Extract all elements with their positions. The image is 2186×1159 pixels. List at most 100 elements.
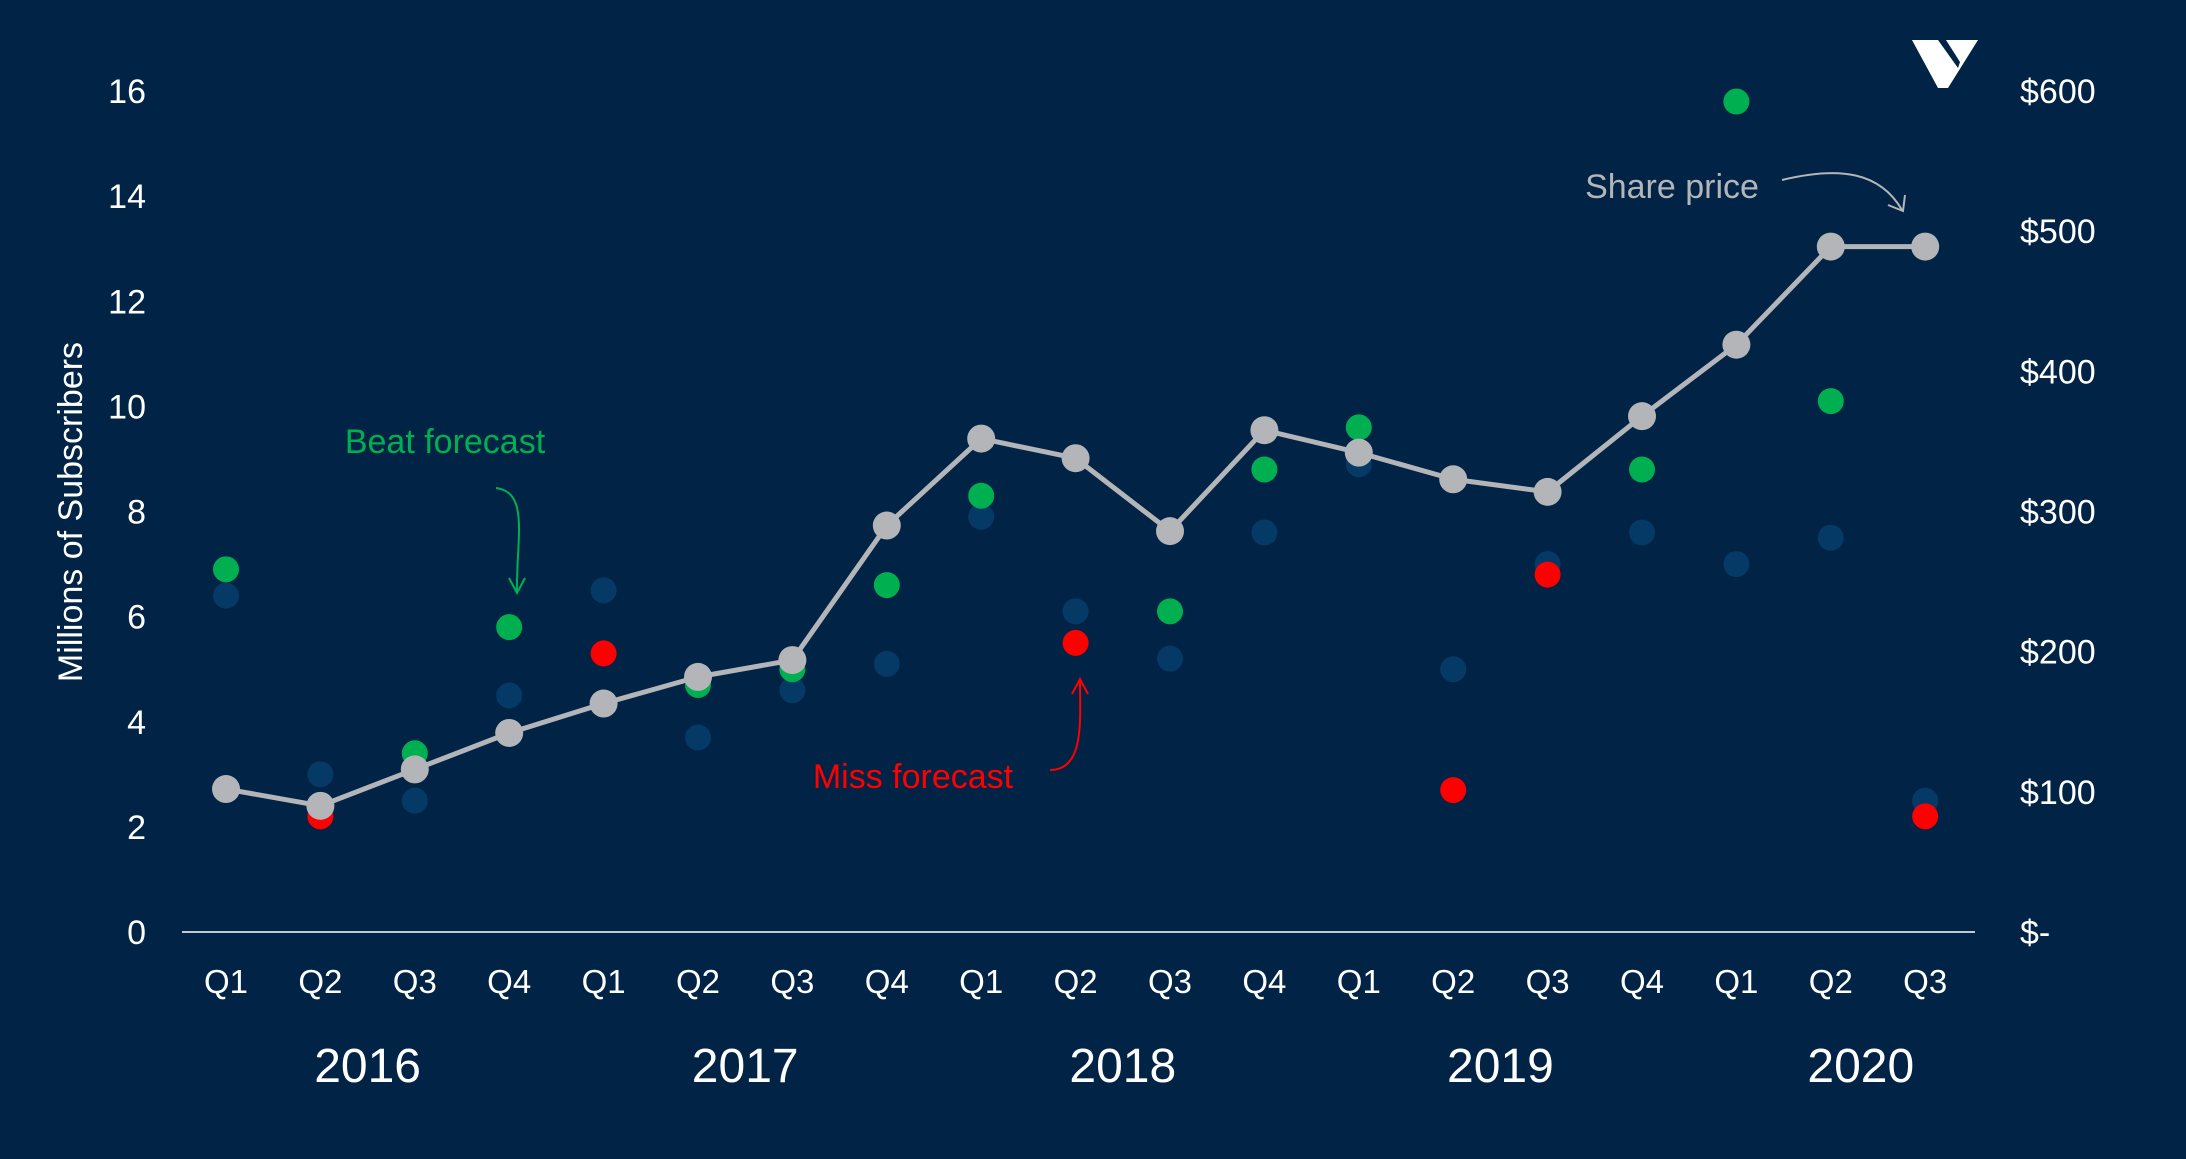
x-tick-label: Q4 [487, 963, 531, 1000]
y-right-tick-label: $500 [2020, 213, 2096, 251]
forecast-point [1723, 551, 1750, 578]
forecast-point [968, 503, 995, 530]
share-price-label: Share price [1585, 168, 1759, 206]
beat-point [213, 556, 239, 583]
share-price-point [1722, 330, 1751, 359]
x-tick-label: Q2 [1431, 963, 1475, 1000]
forecast-point [590, 577, 617, 604]
share-price-point [589, 689, 618, 718]
share-price-point [1344, 438, 1373, 467]
beat-arrow [495, 487, 521, 593]
miss-point [1062, 629, 1089, 656]
year-label: 2019 [1447, 1040, 1554, 1093]
beat-point [1345, 414, 1372, 441]
share-price-line [225, 244, 1926, 809]
y-left-tick-label: 6 [127, 599, 146, 637]
miss-point [1534, 561, 1561, 588]
x-tick-label: Q2 [298, 963, 342, 1000]
y-left-tick-label: 12 [108, 283, 146, 321]
x-tick-label: Q1 [1714, 963, 1758, 1000]
share-price-point [1061, 444, 1090, 473]
share-price-point [1816, 232, 1845, 261]
share-price-point [967, 424, 996, 453]
miss-point [1440, 777, 1467, 804]
forecast-point [307, 761, 334, 788]
share-price-point [212, 775, 240, 804]
y-right-tick-label: $300 [2020, 494, 2096, 532]
beat-point [968, 482, 995, 509]
logo-icon [1912, 40, 1978, 88]
y-left-tick-label: 0 [127, 914, 146, 952]
share-price-point [306, 791, 335, 820]
x-tick-label: Q2 [676, 963, 720, 1000]
y-left-tick-label: 2 [127, 809, 146, 847]
miss-arrow [1049, 679, 1082, 771]
y-right-tick-label: $100 [2020, 774, 2096, 812]
forecast-point [685, 724, 711, 751]
y-right-tick-label: $200 [2020, 634, 2096, 672]
share-price-point [1250, 416, 1279, 445]
x-tick-label: Q1 [959, 963, 1003, 1000]
x-tick-label: Q3 [1148, 963, 1192, 1000]
beat-point [873, 572, 900, 599]
share-price-arrowhead [1887, 194, 1906, 213]
y-left-tick-label: 10 [108, 388, 146, 426]
beat-point [1251, 456, 1278, 483]
share-price-arrow [1781, 172, 1903, 211]
forecast-point [779, 677, 806, 704]
beat-point [496, 614, 523, 641]
share-price-point [1628, 402, 1656, 431]
year-label: 2020 [1807, 1040, 1914, 1093]
y-left-axis-title: Millions of Subscribers [52, 342, 90, 682]
x-tick-label: Q2 [1809, 963, 1853, 1000]
forecast-point [1817, 524, 1844, 551]
y-left-tick-label: 8 [127, 494, 146, 532]
beat-forecast-label: Beat forecast [345, 423, 546, 461]
actual-series [213, 88, 1939, 830]
share-price-point [872, 511, 901, 540]
share-price-series [212, 232, 1940, 820]
beat-point [1157, 598, 1183, 625]
x-tick-label: Q1 [1337, 963, 1381, 1000]
forecast-point [1629, 519, 1655, 546]
share-price-point [778, 646, 807, 675]
share-price-point [1439, 465, 1468, 494]
beat-point [1817, 388, 1844, 415]
brand-logo [1912, 40, 1978, 88]
beat-point [1629, 456, 1655, 483]
forecast-point [496, 682, 523, 709]
share-price-point [400, 755, 429, 784]
x-tick-label: Q1 [204, 963, 248, 1000]
share-price-point [1156, 517, 1184, 546]
year-label: 2017 [692, 1040, 799, 1093]
forecast-point [401, 787, 428, 814]
year-label: 2016 [314, 1040, 421, 1093]
forecast-point [873, 650, 900, 677]
share-price-point [1911, 232, 1940, 261]
annotations-layer: Beat forecast Miss forecast Share price [345, 168, 1906, 796]
x-tick-label: Q4 [1242, 963, 1286, 1000]
x-tick-label: Q3 [770, 963, 814, 1000]
miss-arrowhead [1071, 676, 1089, 695]
year-label: 2018 [1069, 1040, 1176, 1093]
x-tick-label: Q4 [865, 963, 909, 1000]
forecast-point [213, 582, 239, 609]
forecast-point [1251, 519, 1278, 546]
share-price-point [495, 718, 524, 747]
y-right-tick-label: $400 [2020, 353, 2096, 391]
x-tick-label: Q4 [1620, 963, 1664, 1000]
y-left-tick-label: 4 [127, 704, 146, 742]
y-right-tick-label: $- [2020, 914, 2050, 952]
forecast-point [1440, 656, 1467, 683]
y-left-tick-label: 16 [108, 73, 146, 111]
x-tick-label: Q3 [393, 963, 437, 1000]
y-left-tick-label: 14 [108, 178, 146, 216]
forecast-point [1062, 598, 1089, 625]
miss-forecast-label: Miss forecast [813, 758, 1014, 796]
miss-point [590, 640, 617, 667]
x-tick-label: Q3 [1526, 963, 1570, 1000]
x-tick-label: Q2 [1054, 963, 1098, 1000]
beat-point [1723, 88, 1750, 115]
